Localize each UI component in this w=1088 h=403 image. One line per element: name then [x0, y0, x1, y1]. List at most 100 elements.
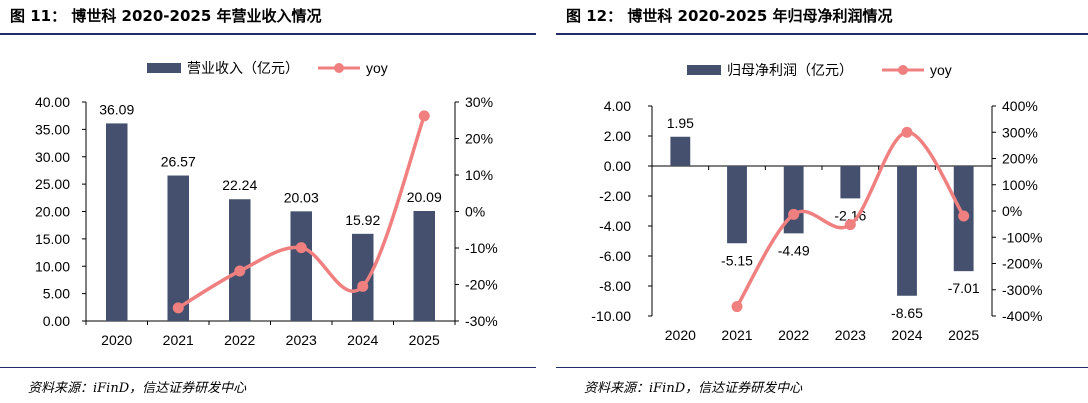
top-rule — [556, 33, 1088, 35]
y-tick-label-left: 2.00 — [604, 128, 631, 144]
yoy-point — [295, 242, 307, 254]
y-tick-label-left: -8.00 — [599, 278, 631, 294]
legend-bar-swatch — [147, 63, 181, 73]
y-tick-label-left: 35.00 — [35, 121, 70, 137]
line-series — [731, 126, 970, 313]
yoy-point — [844, 219, 856, 231]
yoy-point — [418, 110, 430, 122]
y-tick-label-right: 200% — [1002, 151, 1038, 167]
figure-net-profit: 图 12： 博世科 2020-2025 年归母净利润情况 归母净利润（亿元） yo… — [556, 0, 1088, 403]
x-axis: 2020 2021 2022 2023 2024 2025 — [85, 320, 456, 348]
x-tick-label: 2020 — [665, 327, 696, 343]
figure-title: 图 12： 博世科 2020-2025 年归母净利润情况 — [566, 7, 893, 25]
x-tick-label: 2021 — [163, 332, 194, 348]
x-tick-label: 2025 — [948, 327, 979, 343]
yoy-point — [958, 210, 970, 222]
y-axis-right: -400% -300% -200% -100% 0% 100% 200% 300% 400% — [991, 98, 1042, 324]
legend-line-label: yoy — [930, 62, 952, 78]
bar-data-label: -5.15 — [721, 252, 753, 268]
yoy-point — [357, 280, 369, 292]
x-tick-label: 2022 — [224, 332, 255, 348]
y-tick-label-left: -6.00 — [599, 248, 631, 264]
x-tick-label: 2024 — [891, 327, 922, 343]
x-tick-label: 2020 — [101, 332, 132, 348]
x-axis: 2020 2021 2022 2023 2024 2025 — [651, 165, 993, 343]
bar-data-label: -8.65 — [891, 305, 923, 321]
x-tick-label: 2022 — [778, 327, 809, 343]
y-tick-label-right: 30% — [465, 94, 493, 110]
y-tick-label-right: 0% — [465, 204, 485, 220]
bar — [351, 233, 374, 321]
bar — [167, 175, 190, 321]
y-tick-label-left: -10.00 — [591, 308, 631, 324]
legend-line-marker — [334, 63, 344, 73]
y-tick-label-right: 10% — [465, 167, 493, 183]
bar — [897, 166, 917, 296]
yoy-point — [172, 302, 184, 314]
bottom-rule — [0, 367, 536, 368]
y-tick-label-left: 5.00 — [43, 286, 70, 302]
net-profit-chart: 归母净利润（亿元） yoy -10.00 -8.00 -6.00 -4.00 -2.00 0.… — [591, 62, 1042, 343]
x-tick-label: 2021 — [721, 327, 752, 343]
y-tick-label-left: 0.00 — [604, 158, 631, 174]
figure-revenue: 图 11： 博世科 2020-2025 年营业收入情况 营业收入（亿元） yoy 0… — [0, 0, 536, 403]
legend-bar-label: 营业收入（亿元） — [187, 60, 299, 76]
y-tick-label-right: -10% — [465, 240, 498, 256]
y-tick-label-right: -20% — [465, 277, 498, 293]
bar — [290, 211, 313, 321]
bar-data-label: -2.16 — [834, 207, 866, 223]
x-tick-label: 2025 — [409, 332, 440, 348]
y-tick-label-left: -2.00 — [599, 188, 631, 204]
bottom-rule — [556, 367, 1088, 368]
y-axis-right: -30% -20% -10% 0% 10% 20% 30% — [454, 94, 498, 329]
legend-bar-label: 归母净利润（亿元） — [727, 62, 853, 78]
x-tick-label: 2024 — [347, 332, 378, 348]
bar-data-label: 22.24 — [222, 177, 257, 193]
y-tick-label-left: -4.00 — [599, 218, 631, 234]
y-tick-label-right: 300% — [1002, 124, 1038, 140]
y-tick-label-right: -30% — [465, 313, 498, 329]
y-tick-label-right: 100% — [1002, 177, 1038, 193]
bar-data-label: 1.95 — [667, 115, 694, 131]
bar-data-label: 36.09 — [99, 101, 134, 117]
yoy-point — [788, 208, 800, 220]
bar-data-label: 20.03 — [284, 189, 319, 205]
yoy-line — [176, 114, 426, 310]
bar — [105, 123, 128, 321]
bar-data-label: -7.01 — [948, 280, 980, 296]
legend: 归母净利润（亿元） yoy — [687, 62, 952, 78]
bar — [413, 211, 436, 321]
bar — [670, 136, 691, 166]
yoy-point — [901, 126, 913, 138]
bar-data-label: 26.57 — [161, 154, 196, 170]
line-series — [172, 110, 430, 314]
y-tick-label-left: 0.00 — [43, 313, 70, 329]
bar — [727, 166, 747, 244]
legend-line-marker — [898, 65, 908, 75]
bar-data-label: -4.49 — [778, 242, 810, 258]
revenue-chart: 营业收入（亿元） yoy 0.00 5.00 10.00 15.00 20.00 25.00 3… — [35, 60, 498, 348]
bar-data-label: 20.09 — [407, 189, 442, 205]
x-tick-label: 2023 — [286, 332, 317, 348]
legend-line-label: yoy — [366, 60, 388, 76]
yoy-point — [234, 265, 246, 277]
figure-header: 图 12： 博世科 2020-2025 年归母净利润情况 — [556, 0, 1088, 33]
source-note: 资料来源：iFinD，信达证券研发中心 — [584, 381, 803, 396]
source-note: 资料来源：iFinD，信达证券研发中心 — [28, 381, 247, 396]
y-tick-label-left: 40.00 — [35, 94, 70, 110]
bar — [840, 166, 861, 199]
y-tick-label-left: 25.00 — [35, 176, 70, 192]
bar — [228, 199, 251, 321]
y-tick-label-left: 30.00 — [35, 149, 70, 165]
bar-data-label: 15.92 — [345, 212, 380, 228]
y-tick-label-right: -400% — [1002, 308, 1042, 324]
bar-series: 36.09 26.57 22.24 20.03 15.92 20.09 — [99, 101, 442, 321]
yoy-point — [731, 301, 743, 313]
y-tick-label-left: 4.00 — [604, 98, 631, 114]
y-tick-label-right: -200% — [1002, 256, 1042, 272]
y-axis-left: -10.00 -8.00 -6.00 -4.00 -2.00 0.00 2.00 4.00 — [591, 98, 653, 324]
y-tick-label-left: 10.00 — [35, 258, 70, 274]
legend-bar-swatch — [687, 65, 721, 75]
bar-series: 1.95 -5.15 -4.49 -2.16 -8.65 -7.01 — [667, 115, 980, 321]
top-rule — [0, 33, 536, 35]
